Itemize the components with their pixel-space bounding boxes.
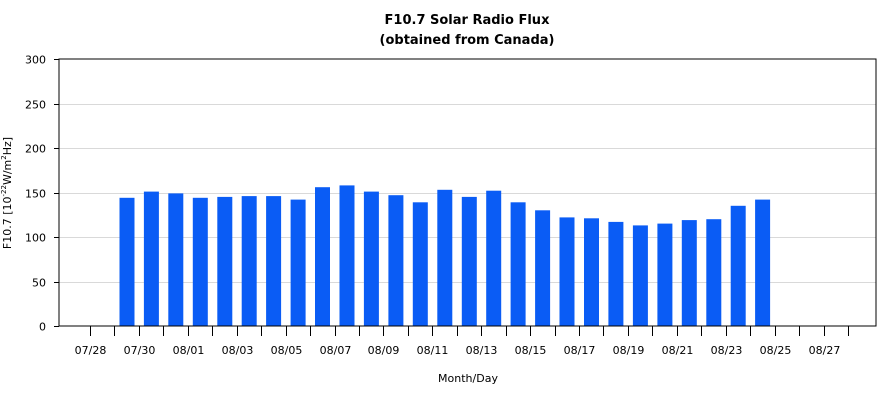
x-tick-label: 08/07 bbox=[320, 344, 352, 357]
bar bbox=[363, 191, 379, 326]
y-tick-label: 0 bbox=[39, 321, 46, 334]
bar bbox=[486, 190, 502, 326]
x-tick-label: 08/27 bbox=[809, 344, 841, 357]
y-tick-label: 100 bbox=[25, 232, 46, 245]
bar bbox=[192, 197, 208, 326]
bar bbox=[730, 205, 746, 326]
bar bbox=[535, 210, 551, 326]
x-tick-label: 08/05 bbox=[271, 344, 303, 357]
bar bbox=[584, 218, 599, 326]
bar bbox=[217, 196, 233, 326]
x-tick-label: 08/09 bbox=[368, 344, 400, 357]
chart-title: F10.7 Solar Radio Flux bbox=[385, 13, 551, 28]
bar bbox=[461, 196, 477, 326]
bar bbox=[388, 195, 404, 326]
bar bbox=[510, 202, 526, 326]
bar bbox=[315, 187, 330, 326]
x-tick-label: 08/21 bbox=[662, 344, 694, 357]
bar bbox=[143, 191, 159, 326]
x-tick-label: 08/13 bbox=[466, 344, 498, 357]
bar bbox=[266, 196, 282, 326]
x-tick-label: 08/03 bbox=[222, 344, 254, 357]
x-tick-label: 08/17 bbox=[564, 344, 596, 357]
bar bbox=[755, 199, 771, 326]
bar bbox=[339, 185, 355, 326]
x-tick-label: 08/15 bbox=[515, 344, 547, 357]
plot-frame bbox=[58, 58, 877, 327]
y-tick-label: 200 bbox=[25, 143, 46, 156]
bar bbox=[241, 196, 257, 326]
bar bbox=[437, 189, 453, 326]
y-axis: 0 50 100 150 200 250 300 bbox=[25, 54, 59, 334]
y-tick-label: 50 bbox=[32, 277, 46, 290]
bar bbox=[119, 197, 135, 326]
bar bbox=[608, 221, 624, 326]
x-tick-label: 07/30 bbox=[124, 344, 156, 357]
x-tick-label: 08/11 bbox=[417, 344, 449, 357]
bar bbox=[681, 220, 697, 326]
x-tick-label: 08/25 bbox=[760, 344, 792, 357]
x-tick-label: 08/23 bbox=[711, 344, 743, 357]
bar bbox=[412, 202, 428, 326]
x-axis: 07/28 07/30 08/01 08/03 08/05 08/07 08/09 08/11… bbox=[75, 326, 849, 357]
chart-subtitle: (obtained from Canada) bbox=[380, 33, 555, 48]
x-tick-label: 08/01 bbox=[173, 344, 205, 357]
bar-series bbox=[119, 185, 771, 326]
x-tick-label: 08/19 bbox=[613, 344, 645, 357]
bar bbox=[657, 223, 673, 326]
y-tick-label: 300 bbox=[25, 54, 46, 67]
y-tick-label: 250 bbox=[25, 99, 46, 112]
y-tick-label: 150 bbox=[25, 188, 46, 201]
bar bbox=[706, 219, 722, 326]
bar bbox=[632, 225, 648, 326]
bar bbox=[290, 199, 306, 326]
x-axis-label: Month/Day bbox=[438, 372, 498, 385]
x-tick-label: 07/28 bbox=[75, 344, 107, 357]
bar bbox=[559, 217, 575, 326]
y-axis-label: F10.7 [10-22W/m2Hz] bbox=[0, 137, 14, 249]
bar bbox=[168, 193, 184, 326]
